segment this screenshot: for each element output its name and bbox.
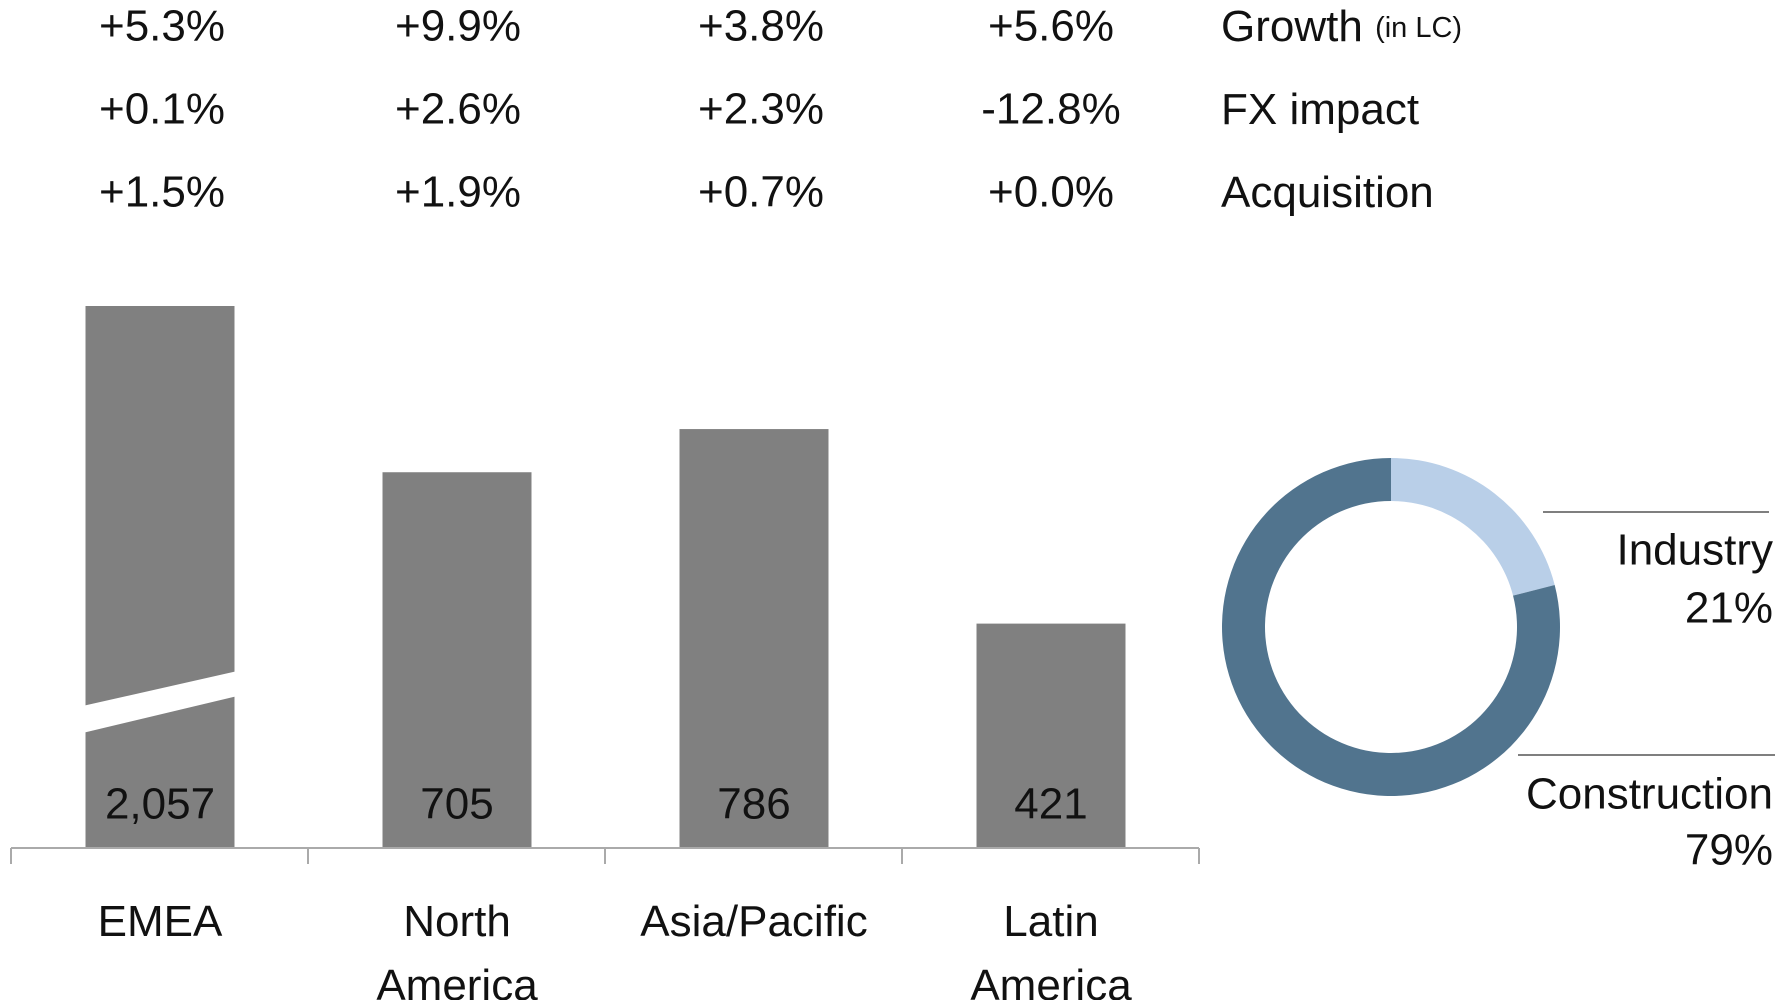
pie-value-label: 79% <box>1685 826 1773 875</box>
table-cell: -12.8% <box>981 85 1120 134</box>
table-cell: +0.0% <box>988 168 1114 217</box>
row-note: (in LC) <box>1375 12 1462 44</box>
bar <box>976 623 1126 848</box>
row-label-text: FX impact <box>1221 85 1419 134</box>
value-label: 786 <box>717 780 790 829</box>
pie-label: Industry <box>1616 526 1773 575</box>
bar <box>85 306 235 848</box>
value-label: 705 <box>420 780 493 829</box>
row-label-text: Acquisition <box>1221 168 1434 217</box>
table-cell: +1.9% <box>395 168 521 217</box>
axis-break <box>82 671 238 733</box>
x-tick-label: Asia/Pacific <box>640 897 868 946</box>
donut-segment <box>1391 458 1555 596</box>
pie-value-label: 21% <box>1685 584 1773 633</box>
table-cell: +0.1% <box>99 85 225 134</box>
x-tick-label: Latin America <box>970 897 1132 1000</box>
pie-label: Construction <box>1526 770 1773 819</box>
x-label-box: EMEA <box>97 897 223 946</box>
row-label-text: Growth <box>1221 2 1363 51</box>
table-cell: +9.9% <box>395 2 521 51</box>
x-tick-label: North America <box>376 897 538 1000</box>
x-label-box: North America <box>376 897 538 1000</box>
bar <box>679 429 829 848</box>
table-cell: +3.8% <box>698 2 824 51</box>
bar <box>382 472 532 848</box>
row-label: FX impact <box>1221 85 1419 134</box>
row-label: Acquisition <box>1221 168 1434 217</box>
table-cell: +5.6% <box>988 2 1114 51</box>
table-cell: +2.3% <box>698 85 824 134</box>
table-cell: +5.3% <box>99 2 225 51</box>
table-cell: +0.7% <box>698 168 824 217</box>
x-label-box: Asia/Pacific <box>640 897 868 946</box>
table-cell: +1.5% <box>99 168 225 217</box>
row-label: Growth (in LC) <box>1221 2 1462 51</box>
value-label: 2,057 <box>105 780 215 829</box>
value-label: 421 <box>1014 780 1087 829</box>
x-label-box: Latin America <box>970 897 1132 1000</box>
table-cell: +2.6% <box>395 85 521 134</box>
x-tick-label: EMEA <box>97 897 223 946</box>
